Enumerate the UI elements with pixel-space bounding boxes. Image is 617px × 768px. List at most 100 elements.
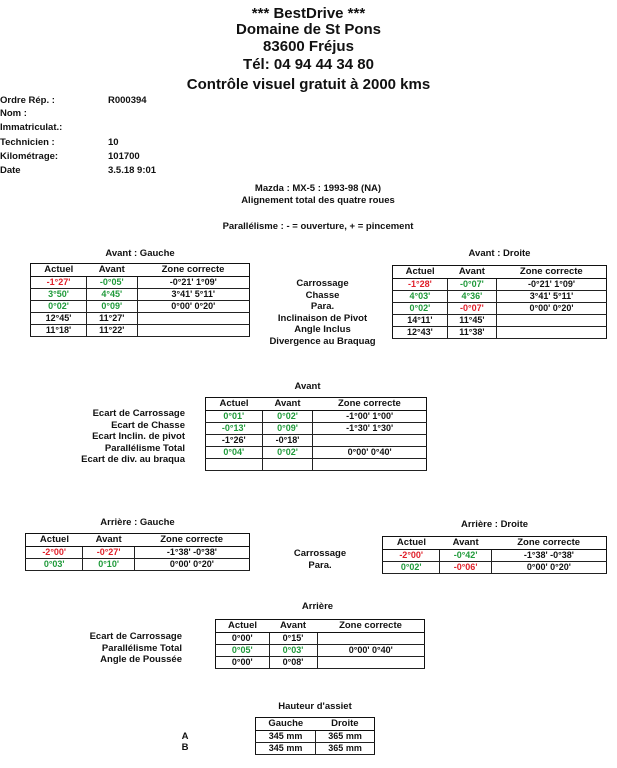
row-label: Para. <box>310 301 335 312</box>
col-header-zone: Zone correcte <box>134 533 250 547</box>
row-label: Para. <box>308 559 332 571</box>
actual-value: 11°18' <box>30 324 87 337</box>
before-value: -0°42' <box>439 549 492 562</box>
range-value: -0°21' 1°09' <box>496 278 607 291</box>
actual-value: -2°00' <box>25 546 83 559</box>
before-value: -0°05' <box>86 276 138 289</box>
vehicle-model: Mazda : MX-5 : 1993-98 (NA) <box>254 183 382 194</box>
row-label: Inclinaison de Pivot <box>277 312 368 324</box>
col-header-actuel: Actuel <box>25 533 83 547</box>
range-value <box>312 458 427 471</box>
actual-value: 14°11' <box>392 314 448 327</box>
actual-value: 3°50' <box>30 288 87 301</box>
table-row: -1°28' -0°07' -0°21' 1°09' <box>392 278 607 291</box>
before-value: 11°45' <box>446 314 497 327</box>
right-height: 365 mm <box>315 742 375 755</box>
range-value <box>316 656 425 669</box>
row-label: Divergence au Braquag <box>269 335 376 347</box>
col-header-actuel: Actuel <box>382 536 440 550</box>
row-label: Chasse <box>305 289 340 301</box>
parallelism-legend: Parallélisme : - = ouverture, + = pincem… <box>222 221 414 232</box>
info-value: 101700 <box>108 151 140 162</box>
table-row: 0°02' 0°09' 0°00' 0°20' <box>30 300 250 313</box>
info-label: Date <box>0 165 21 176</box>
table-row: 11°18' 11°22' <box>30 324 250 337</box>
left-height: 345 mm <box>255 742 316 755</box>
col-header-zone: Zone correcte <box>137 263 250 277</box>
before-value: 11°38' <box>446 326 497 339</box>
col-header-zone: Zone correcte <box>317 619 425 633</box>
table-row: 0°01' 0°02' -1°00' 1°00' <box>205 410 427 423</box>
col-header-actuel: Actuel <box>392 265 448 279</box>
row-label: Carrossage <box>293 548 347 559</box>
table-row: 12°45' 11°27' <box>30 312 250 325</box>
before-value: 0°10' <box>82 558 135 571</box>
table-row: 0°02' -0°06' 0°00' 0°20' <box>382 561 607 574</box>
range-value: 0°00' 0°20' <box>133 558 250 571</box>
actual-value: 0°02' <box>30 300 87 313</box>
actual-value: 0°00' <box>215 632 270 645</box>
range-value <box>136 312 250 325</box>
range-value: -0°21' 1°09' <box>136 276 250 289</box>
front-axle-title: Avant <box>294 381 321 392</box>
table-row: 4°03' 4°36' 3°41' 5°11' <box>392 290 607 303</box>
vehicle-subtitle: Alignement total des quatre roues <box>241 195 395 206</box>
row-label: Ecart de div. au braqua <box>81 454 185 465</box>
front-left-title: Avant : Gauche <box>105 248 175 259</box>
before-value <box>261 458 313 471</box>
rear-axle-labels: Ecart de Carrossage Parallélisme Total A… <box>40 631 182 666</box>
row-label: B <box>181 742 189 753</box>
info-value: 10 <box>108 137 119 148</box>
range-value <box>136 324 250 337</box>
actual-value: -1°26' <box>205 434 263 447</box>
table-row: 0°00' 0°08' <box>215 656 425 669</box>
range-value: 0°00' 0°40' <box>312 446 427 459</box>
before-value: -0°07' <box>446 278 497 291</box>
rear-right-title: Arrière : Droite <box>460 519 529 530</box>
ride-height-table: Gauche Droite 345 mm 365 mm 345 mm 365 m… <box>255 717 375 755</box>
report-title: Contrôle visuel gratuit à 2000 kms <box>186 76 431 93</box>
actual-value: 0°02' <box>382 561 440 574</box>
actual-value <box>205 458 263 471</box>
table-row: -1°27' -0°05' -0°21' 1°09' <box>30 276 250 289</box>
rear-left-title: Arrière : Gauche <box>100 517 175 528</box>
col-header-zone: Zone correcte <box>312 397 427 411</box>
table-row: 0°04' 0°02' 0°00' 0°40' <box>205 446 427 459</box>
info-value: 3.5.18 9:01 <box>108 165 157 176</box>
row-label: Parallélisme Total <box>101 642 182 654</box>
range-value: -1°38' -0°38' <box>490 549 607 562</box>
range-value: -1°38' -0°38' <box>133 546 250 559</box>
range-value: -1°00' 1°00' <box>312 410 427 423</box>
table-row: 345 mm 365 mm <box>255 730 375 743</box>
before-value: 4°36' <box>446 290 497 303</box>
range-value: 3°41' 5°11' <box>136 288 250 301</box>
col-header-actuel: Actuel <box>215 619 270 633</box>
col-header-actuel: Actuel <box>205 397 263 411</box>
front-right-table: Actuel Avant Zone correcte -1°28' -0°07'… <box>392 265 607 339</box>
before-value: 0°02' <box>261 410 313 423</box>
shop-city: 83600 Fréjus <box>263 38 354 55</box>
col-header-avant: Avant <box>262 397 313 411</box>
info-label: Nom : <box>0 108 27 119</box>
col-header-actuel: Actuel <box>30 263 87 277</box>
shop-phone: Tél: 04 94 44 34 80 <box>243 56 374 73</box>
info-label: Ordre Rép. : <box>0 95 55 106</box>
actual-value: 0°05' <box>215 644 270 657</box>
before-value: 0°03' <box>268 644 317 657</box>
right-height: 365 mm <box>315 730 375 743</box>
rear-wheel-labels: Carrossage Para. <box>270 548 370 571</box>
row-label: Ecart de Carrossage <box>89 631 182 642</box>
table-row <box>205 458 427 471</box>
table-row: 0°05' 0°03' 0°00' 0°40' <box>215 644 425 657</box>
shop-name: *** BestDrive *** <box>251 5 366 22</box>
rear-axle-table: Actuel Avant Zone correcte 0°00' 0°15' 0… <box>215 619 425 669</box>
col-header-avant: Avant <box>86 263 138 277</box>
range-value: 0°00' 0°20' <box>136 300 250 313</box>
actual-value: 12°45' <box>30 312 87 325</box>
actual-value: 0°00' <box>215 656 270 669</box>
actual-value: 12°43' <box>392 326 448 339</box>
row-label: Angle Inclus <box>294 324 351 335</box>
table-row: -0°13' 0°09' -1°30' 1°30' <box>205 422 427 435</box>
before-value: 11°27' <box>86 312 138 325</box>
actual-value: 0°01' <box>205 410 263 423</box>
